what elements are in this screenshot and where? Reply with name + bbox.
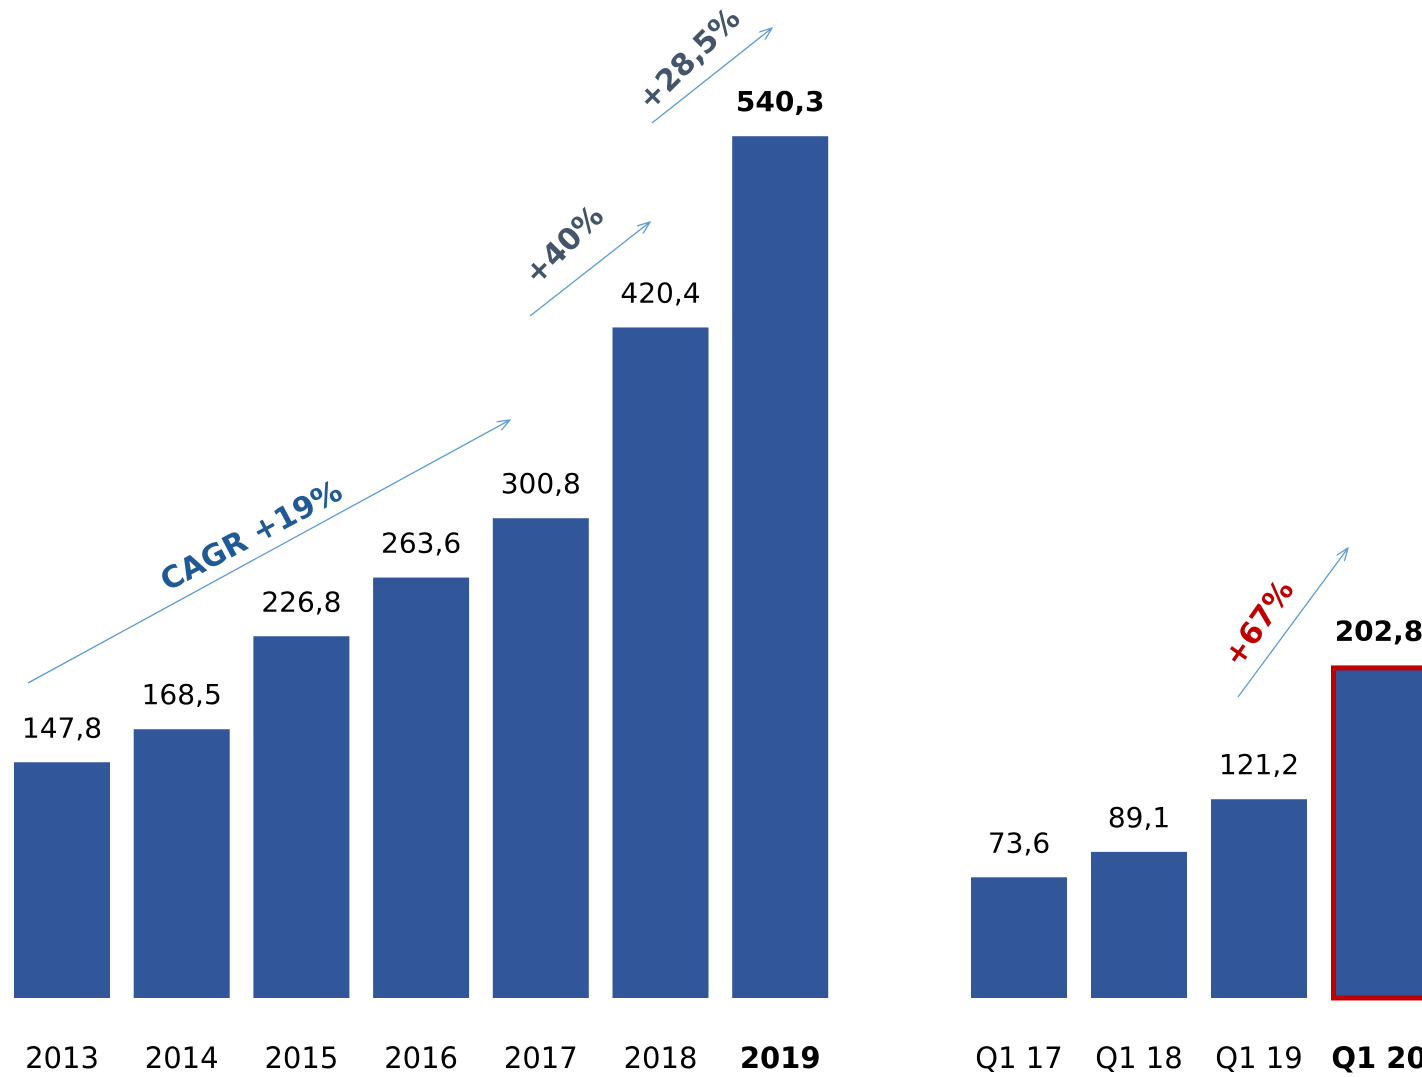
bar bbox=[133, 729, 230, 998]
x-tick-label: 2016 bbox=[384, 1041, 458, 1075]
x-tick-label: Q1 19 bbox=[1215, 1041, 1302, 1075]
value-label: 420,4 bbox=[620, 276, 700, 309]
value-label: 263,6 bbox=[381, 527, 461, 560]
x-tick-label: 2014 bbox=[145, 1041, 219, 1075]
x-tick-label: 2017 bbox=[504, 1041, 578, 1075]
x-tick-label: Q1 17 bbox=[975, 1041, 1062, 1075]
annotation: +28,5% bbox=[631, 1, 747, 117]
arrows bbox=[27, 28, 1348, 698]
value-label: 168,5 bbox=[142, 678, 222, 711]
bar bbox=[373, 577, 470, 998]
x-tick-label: Q1 18 bbox=[1095, 1041, 1182, 1075]
arrow bbox=[529, 222, 650, 317]
bar bbox=[732, 136, 829, 998]
value-label: 121,2 bbox=[1219, 748, 1299, 781]
bar bbox=[1331, 665, 1422, 1001]
bar bbox=[971, 877, 1067, 998]
value-label: 73,6 bbox=[988, 826, 1050, 859]
arrow bbox=[27, 420, 510, 684]
x-tick-label: 2019 bbox=[740, 1041, 821, 1075]
value-label: 540,3 bbox=[736, 85, 825, 118]
value-label: 89,1 bbox=[1108, 801, 1170, 834]
bar bbox=[14, 762, 110, 998]
annotation: CAGR +19% bbox=[155, 474, 348, 599]
bar bbox=[612, 327, 709, 998]
x-tick-label: Q1 20 bbox=[1331, 1041, 1422, 1075]
arrow bbox=[1237, 548, 1348, 698]
value-label: 300,8 bbox=[501, 467, 581, 500]
annotation: +40% bbox=[518, 199, 611, 292]
value-label: 226,8 bbox=[261, 585, 341, 618]
x-tick-label: 2013 bbox=[25, 1041, 99, 1075]
value-label: 202,8 bbox=[1335, 614, 1422, 647]
bar bbox=[253, 636, 350, 998]
bar bbox=[1211, 799, 1307, 998]
bar bbox=[1091, 851, 1187, 998]
x-tick-label: 2015 bbox=[264, 1041, 338, 1075]
x-tick-label: 2018 bbox=[624, 1041, 698, 1075]
value-label: 147,8 bbox=[22, 711, 102, 744]
annotation: +67% bbox=[1217, 574, 1301, 673]
arrow bbox=[651, 28, 772, 124]
bar bbox=[492, 518, 589, 998]
